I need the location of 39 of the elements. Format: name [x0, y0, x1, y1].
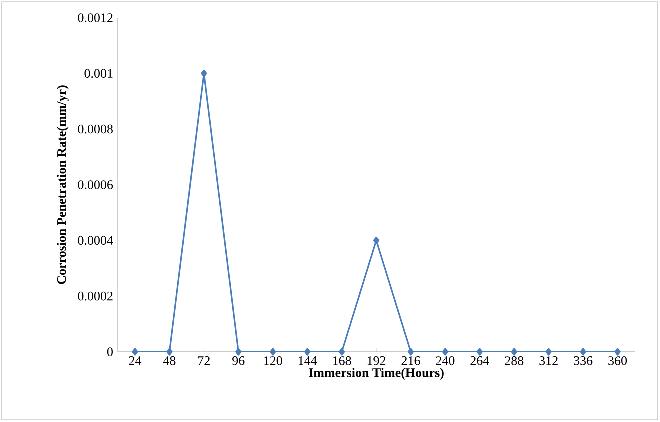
point [132, 348, 138, 356]
x-tick-label: 216 [402, 356, 420, 366]
point [546, 348, 552, 356]
x-tick-label: 96 [232, 356, 245, 366]
x-tick-label: 264 [470, 356, 490, 366]
x-tick-label: 336 [574, 356, 593, 366]
y-tick-label: 0.0004 [78, 236, 114, 246]
y-tick-label: 0.0002 [78, 292, 113, 301]
y-tick-label: 0.0006 [78, 180, 114, 190]
point [304, 348, 311, 356]
x-axis-title: Immersion Time(Hours) [309, 368, 444, 380]
y-axis-title: Corrosion Penetration Rate(mm/yr) [57, 86, 69, 284]
x-tick-label: 24 [129, 356, 142, 366]
x-tick-label: 72 [198, 356, 210, 366]
y-tick-label: 0.0008 [78, 124, 113, 134]
point [580, 348, 586, 356]
x-tick-label: 288 [505, 356, 524, 366]
y-tick-label: 0.001 [84, 69, 113, 78]
x-tick-label: 360 [608, 356, 628, 366]
point [511, 348, 518, 356]
point [236, 348, 242, 356]
x-tick-label: 312 [540, 356, 558, 366]
y-tick-label: 0.0012 [78, 14, 113, 22]
x-tick-label: 48 [163, 356, 176, 366]
point [614, 348, 621, 356]
x-tick-label: 120 [264, 356, 282, 366]
point [476, 348, 483, 356]
point [442, 348, 448, 356]
x-tick-label: 168 [333, 356, 352, 366]
x-tick-label: 192 [368, 356, 386, 366]
point [166, 348, 173, 356]
point [270, 348, 276, 356]
y-tick-label: 0 [107, 348, 113, 356]
x-tick-label: 240 [436, 356, 455, 366]
point [373, 236, 380, 244]
point [338, 348, 346, 356]
point [201, 70, 208, 78]
point [408, 348, 414, 356]
x-tick-label: 144 [298, 356, 318, 366]
